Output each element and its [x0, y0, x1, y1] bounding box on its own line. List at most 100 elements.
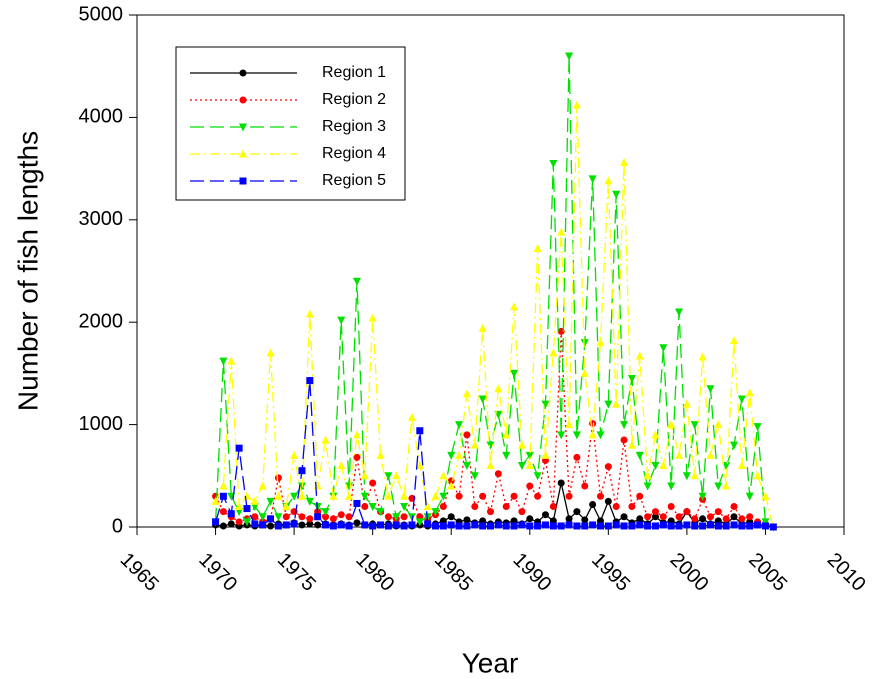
marker [580, 368, 589, 377]
marker [517, 462, 526, 471]
marker [250, 503, 259, 512]
marker [557, 227, 566, 236]
marker [321, 435, 330, 444]
marker [274, 522, 282, 530]
marker [360, 492, 369, 501]
marker [627, 375, 636, 384]
marker [502, 451, 511, 460]
marker [337, 461, 346, 470]
marker [667, 482, 676, 491]
marker [706, 521, 714, 529]
marker [502, 522, 510, 530]
marker [239, 123, 247, 132]
marker [526, 522, 534, 530]
marker [557, 522, 565, 530]
marker [219, 357, 228, 366]
marker [360, 471, 369, 480]
x-tick-label: 2010 [823, 549, 870, 596]
marker [596, 338, 605, 347]
marker [636, 521, 644, 529]
marker [534, 492, 542, 500]
y-axis-label: Number of fish lengths [12, 131, 43, 411]
marker [635, 351, 644, 360]
marker [377, 521, 385, 529]
y-tick-label: 1000 [79, 413, 124, 435]
marker [384, 513, 392, 521]
marker [298, 521, 306, 529]
marker [392, 471, 401, 480]
marker [455, 450, 464, 459]
marker [730, 513, 738, 521]
marker [321, 508, 330, 517]
marker [722, 481, 731, 490]
marker [314, 513, 322, 521]
series-line [215, 105, 774, 528]
marker [416, 427, 424, 435]
marker [439, 503, 447, 511]
marker [219, 522, 227, 530]
marker [581, 482, 589, 490]
marker [431, 508, 440, 517]
marker [643, 482, 652, 491]
marker [345, 522, 353, 530]
x-tick-label: 1975 [273, 549, 320, 596]
marker [620, 157, 629, 166]
marker [239, 96, 247, 104]
marker [384, 491, 393, 500]
marker [471, 521, 479, 529]
marker [392, 513, 401, 522]
marker [313, 481, 322, 490]
marker [486, 461, 495, 470]
marker [659, 521, 667, 529]
marker [690, 471, 699, 480]
marker [432, 522, 440, 530]
marker [651, 522, 659, 530]
marker [369, 479, 377, 487]
x-tick-label: 1965 [116, 549, 163, 596]
marker [306, 515, 314, 523]
marker [290, 450, 299, 459]
marker [706, 450, 715, 459]
marker [478, 323, 487, 332]
marker [219, 508, 227, 516]
marker [730, 441, 739, 450]
marker [612, 503, 620, 511]
marker [667, 420, 676, 429]
marker [290, 520, 298, 528]
marker [730, 336, 739, 345]
marker [361, 521, 369, 529]
legend-label: Region 2 [322, 91, 386, 108]
marker [368, 313, 377, 322]
marker [235, 518, 243, 526]
marker [698, 352, 707, 361]
marker [769, 523, 777, 531]
marker [549, 348, 558, 357]
marker [305, 497, 314, 506]
marker [369, 522, 377, 530]
marker [589, 500, 597, 508]
marker [722, 462, 731, 471]
marker [745, 492, 754, 501]
marker [549, 159, 558, 168]
marker [738, 515, 746, 523]
marker [714, 420, 723, 429]
marker [565, 515, 573, 523]
marker [258, 513, 267, 522]
marker [487, 522, 494, 530]
marker [644, 513, 652, 521]
marker [682, 399, 691, 408]
marker [242, 491, 251, 500]
marker [596, 431, 605, 440]
marker [604, 463, 612, 471]
marker [510, 522, 518, 530]
marker [212, 518, 220, 526]
series-line [214, 380, 774, 528]
marker [439, 492, 448, 501]
marker [573, 508, 581, 516]
marker [352, 277, 361, 286]
marker [604, 400, 613, 409]
marker [463, 522, 471, 530]
marker [400, 503, 409, 512]
marker [581, 522, 589, 530]
marker [541, 450, 550, 459]
